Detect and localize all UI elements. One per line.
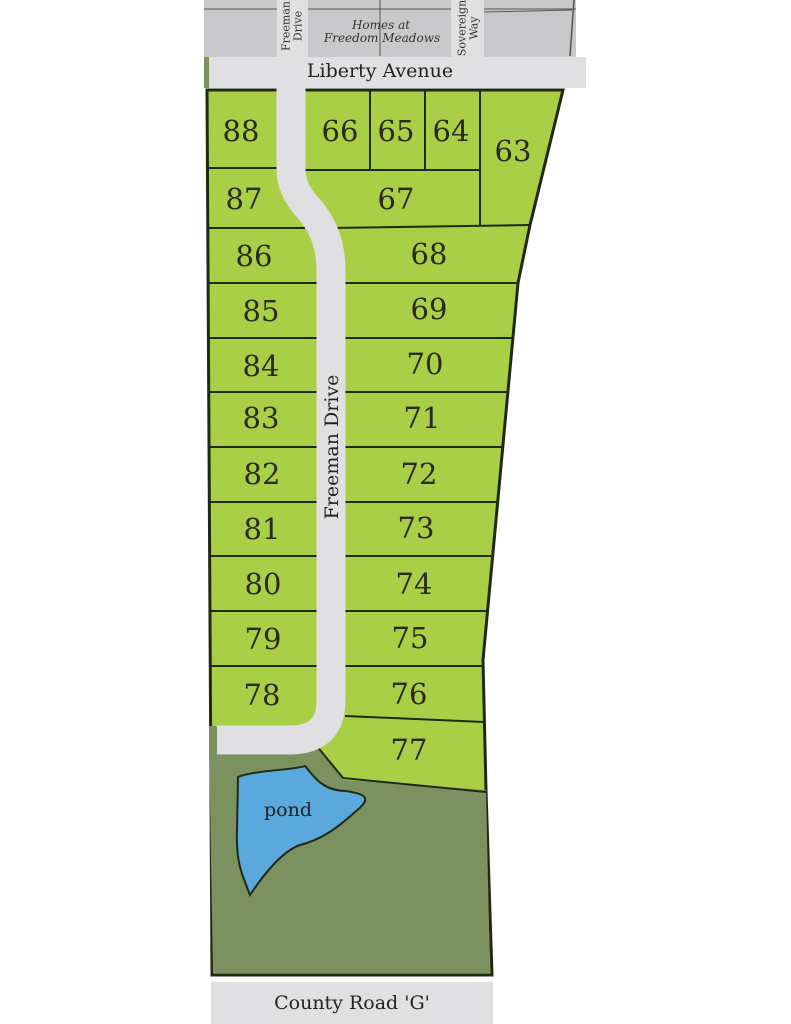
lot-75[interactable]: 75 xyxy=(392,621,429,655)
lot-76[interactable]: 76 xyxy=(391,677,428,711)
freeman-drive-road xyxy=(216,88,346,755)
lot-77[interactable]: 77 xyxy=(391,733,428,767)
county-road-label: County Road 'G' xyxy=(274,992,430,1014)
lot-64[interactable]: 64 xyxy=(433,114,470,148)
lot-63[interactable]: 63 xyxy=(495,134,532,168)
lot-73[interactable]: 73 xyxy=(398,511,435,545)
road-end xyxy=(209,726,217,756)
neighbor-lot-line xyxy=(569,0,575,57)
lot-74[interactable]: 74 xyxy=(396,567,433,601)
lot-83[interactable]: 83 xyxy=(243,401,280,435)
freeman-drive-north-stub xyxy=(277,0,308,58)
lot-84[interactable]: 84 xyxy=(243,349,280,383)
lot-85[interactable]: 85 xyxy=(243,294,280,328)
liberty-avenue-road xyxy=(208,57,586,88)
neighbor-label-1: Homes at xyxy=(351,18,410,32)
freeman-top-label-1: Freeman xyxy=(280,1,293,51)
county-road-g xyxy=(211,982,493,1024)
lot-71[interactable]: 71 xyxy=(404,401,441,435)
sovereign-way-road xyxy=(451,0,484,58)
lot-66[interactable]: 66 xyxy=(322,114,359,148)
lot-69[interactable]: 69 xyxy=(411,292,448,326)
lot-79[interactable]: 79 xyxy=(245,622,282,656)
lot-70[interactable]: 70 xyxy=(407,347,444,381)
lot-68[interactable]: 68 xyxy=(411,237,448,271)
pond xyxy=(235,764,367,898)
lot-86[interactable]: 86 xyxy=(236,239,273,273)
neighbor-lot-line xyxy=(483,9,573,13)
sovereign-label-1: Sovereign xyxy=(456,0,469,56)
lot-72[interactable]: 72 xyxy=(401,457,438,491)
freeman-drive-label: Freeman Drive xyxy=(321,375,343,520)
liberty-edge xyxy=(204,57,209,88)
lot-81[interactable]: 81 xyxy=(244,512,281,546)
lot-88[interactable]: 88 xyxy=(223,114,260,148)
lot-87[interactable]: 87 xyxy=(226,182,263,216)
sovereign-label-2: Way xyxy=(468,16,481,40)
east-lot-lines xyxy=(305,90,531,723)
lot-80[interactable]: 80 xyxy=(245,567,282,601)
lot-82[interactable]: 82 xyxy=(244,457,281,491)
neighbor-label-2: Freedom Meadows xyxy=(323,31,440,45)
lot-78[interactable]: 78 xyxy=(244,678,281,712)
liberty-avenue-label: Liberty Avenue xyxy=(307,60,453,82)
lot-67[interactable]: 67 xyxy=(378,182,415,216)
neighbor-block xyxy=(204,0,576,58)
pond-label: pond xyxy=(264,799,312,821)
west-lot-lines xyxy=(207,167,318,667)
lot-65[interactable]: 65 xyxy=(378,114,415,148)
lot-77-boundary xyxy=(315,744,487,793)
freeman-top-label-2: Drive xyxy=(292,11,305,41)
